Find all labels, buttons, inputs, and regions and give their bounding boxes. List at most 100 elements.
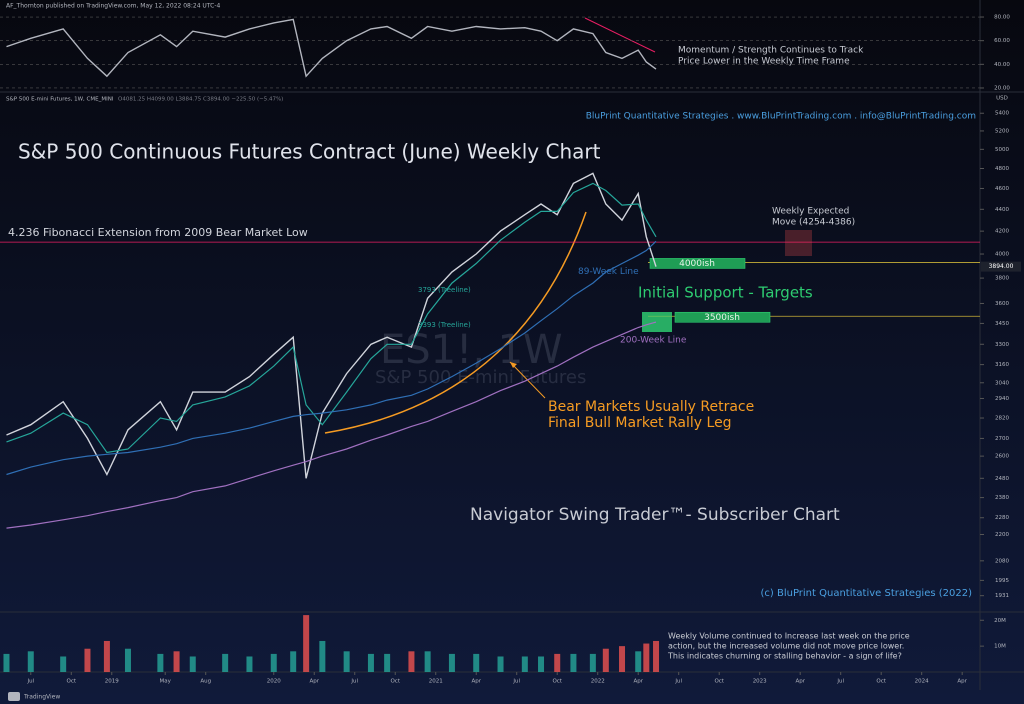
y-tick-label: 2480 [995,476,1009,482]
volume-bar [538,656,545,672]
volume-bar [246,656,253,672]
y-tick-label: 4200 [995,229,1009,235]
fib-label: 4.236 Fibonacci Extension from 2009 Bear… [8,226,308,239]
volume-bar [570,653,577,672]
volume-bar [367,653,374,672]
volume-bar [84,648,91,672]
brand: TradingView [23,694,60,701]
x-tick-label: Jul [26,679,34,685]
annotation: 3393 (Treeline) [418,321,471,329]
y-tick-label: 3300 [995,342,1009,348]
annotation: (c) BluPrint Quantitative Strategies (20… [760,588,972,599]
volume-bar [473,653,480,672]
y-tick-label: 3450 [995,321,1009,327]
y-tick-label: 4000 [995,252,1009,258]
x-tick-label: 2022 [591,679,605,685]
y-tick-label: 4600 [995,186,1009,192]
annotation: BluPrint Quantitative Strategies . www.B… [586,112,976,122]
series-label: 89-Week Line [578,267,639,277]
y-tick-label: 3600 [995,301,1009,307]
x-tick-label: Oct [67,679,77,685]
price-badge-label: 3894.00 [989,263,1014,270]
x-tick-label: Apr [633,679,643,685]
series-line [6,240,657,476]
x-tick-label: 2020 [267,679,281,685]
y-tick-label: 80.00 [994,15,1010,21]
x-tick-label: Apr [471,679,481,685]
y-tick-label: 1995 [995,578,1009,584]
volume-bar [643,643,650,672]
annotation: Move (4254-4386) [772,218,855,228]
annotation: Weekly Expected [772,207,849,217]
volume-bar [408,651,415,672]
x-tick-label: Jul [512,679,520,685]
annotation: Price Lower in the Weekly Time Frame [678,57,850,67]
volume-bar [343,651,350,672]
volume-bar [222,653,229,672]
x-tick-label: Jul [836,679,844,685]
x-tick-label: Oct [876,679,886,685]
x-tick-label: Apr [309,679,319,685]
annotation: Bear Markets Usually Retrace [548,399,754,415]
volume-bar [589,653,596,672]
volume-bar [3,653,10,672]
annotation: S&P 500 Continuous Futures Contract (Jun… [18,140,601,164]
y-tick-label: 20.00 [994,85,1010,91]
series-line [6,18,657,78]
rally-arc [324,211,587,434]
volume-bar [319,640,326,672]
y-tick-label: 2080 [995,558,1009,564]
volume-bar [27,651,34,672]
y-tick-label: 2200 [995,532,1009,538]
y-tick-label: 5400 [995,111,1009,117]
x-tick-label: May [160,679,172,685]
annotation: action, but the increased volume did not… [668,642,904,651]
support-label: 3500ish [704,313,740,323]
series-line [6,182,657,454]
annotation: This indicates churning or stalling beha… [667,652,902,661]
x-tick-label: 2019 [105,679,119,685]
annotation: Momentum / Strength Continues to Track [678,46,864,56]
y-tick-label: 2700 [995,436,1009,442]
annotation: Weekly Volume continued to Increase last… [668,632,910,641]
price-line [6,172,657,479]
y-tick-label: 2940 [995,396,1009,402]
x-tick-label: Apr [957,679,967,685]
volume-bar [303,615,310,672]
x-tick-label: Aug [200,679,211,685]
x-tick-label: Oct [390,679,400,685]
volume-bar [290,651,297,672]
volume-bar [173,651,180,672]
target-zone [642,312,672,332]
volume-bar [619,646,626,672]
volume-bar [60,656,67,672]
y-tick-label: 5200 [995,128,1009,134]
y-tick-label: 4800 [995,166,1009,172]
watermark-sub: S&P 500 E-mini Futures [375,367,586,388]
volume-bar [384,653,391,672]
annotation: Navigator Swing Trader™- Subscriber Char… [470,505,840,525]
volume-bar [653,640,660,672]
volume-bar [554,653,561,672]
volume-bar [521,656,528,672]
x-tick-label: Oct [552,679,562,685]
annotation: Final Bull Market Rally Leg [548,415,732,431]
annotation: Initial Support - Targets [638,284,813,302]
volume-bar [602,648,609,672]
support-label: 4000ish [679,259,715,269]
volume-bar [424,651,431,672]
x-tick-label: Apr [795,679,805,685]
y-tick-label: 60.00 [994,38,1010,44]
x-tick-label: 2021 [429,679,443,685]
y-tick-label: 2280 [995,515,1009,521]
y-tick-label: 4400 [995,207,1009,213]
arrow-head [510,362,517,368]
y-tick-label: 3040 [995,380,1009,386]
y-tick-label: 3160 [995,362,1009,368]
volume-bar [189,656,196,672]
y-tick-label: 5000 [995,147,1009,153]
y-tick-label: 10M [994,644,1006,650]
volume-bar [448,653,455,672]
